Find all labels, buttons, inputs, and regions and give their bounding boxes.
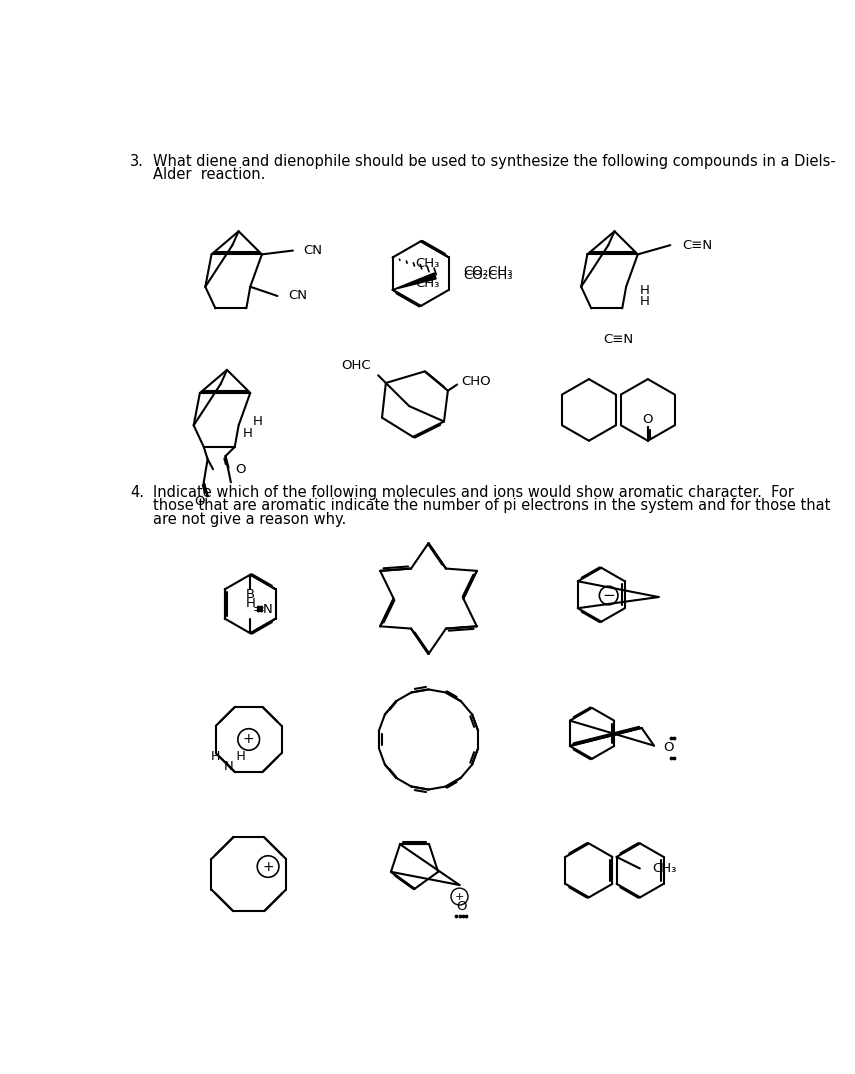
Text: H: H — [245, 597, 255, 610]
Text: CN: CN — [288, 290, 307, 303]
Text: +: + — [243, 732, 255, 746]
Text: CH₃: CH₃ — [416, 277, 439, 290]
Text: CHO: CHO — [461, 375, 491, 388]
Text: OHC: OHC — [341, 359, 370, 372]
Text: Indicate which of the following molecules and ions would show aromatic character: Indicate which of the following molecule… — [153, 485, 794, 500]
Text: B: B — [245, 589, 255, 601]
Text: CH₃: CH₃ — [416, 257, 439, 271]
Text: 3.: 3. — [130, 154, 144, 169]
Text: CH₃: CH₃ — [652, 862, 676, 875]
Text: CN: CN — [304, 244, 322, 257]
Text: those that are aromatic indicate the number of pi electrons in the system and fo: those that are aromatic indicate the num… — [153, 498, 831, 513]
Text: C≡N: C≡N — [604, 333, 634, 346]
Text: C≡N: C≡N — [682, 238, 713, 251]
Polygon shape — [392, 273, 436, 290]
Text: CO₂CH₃: CO₂CH₃ — [463, 270, 513, 282]
Text: +: + — [455, 891, 464, 901]
Text: CO₂CH₃: CO₂CH₃ — [463, 265, 513, 278]
Text: H: H — [640, 295, 650, 308]
Text: H: H — [640, 285, 650, 297]
Text: What diene and dienophile should be used to synthesize the following compounds i: What diene and dienophile should be used… — [153, 154, 836, 169]
Text: O: O — [195, 495, 205, 508]
Text: +: + — [262, 859, 274, 873]
Text: are not give a reason why.: are not give a reason why. — [153, 511, 346, 526]
Text: 4.: 4. — [130, 485, 144, 500]
Text: −: − — [602, 587, 615, 603]
Text: Alder  reaction.: Alder reaction. — [153, 166, 266, 182]
Text: O: O — [235, 463, 245, 476]
Text: H: H — [252, 415, 262, 427]
Text: =N: =N — [252, 604, 274, 616]
Text: O: O — [643, 412, 653, 425]
Text: H    H: H H — [211, 751, 246, 764]
Text: O: O — [456, 900, 466, 913]
Text: N: N — [224, 759, 233, 772]
Text: H: H — [243, 426, 252, 439]
Text: O: O — [663, 741, 674, 754]
